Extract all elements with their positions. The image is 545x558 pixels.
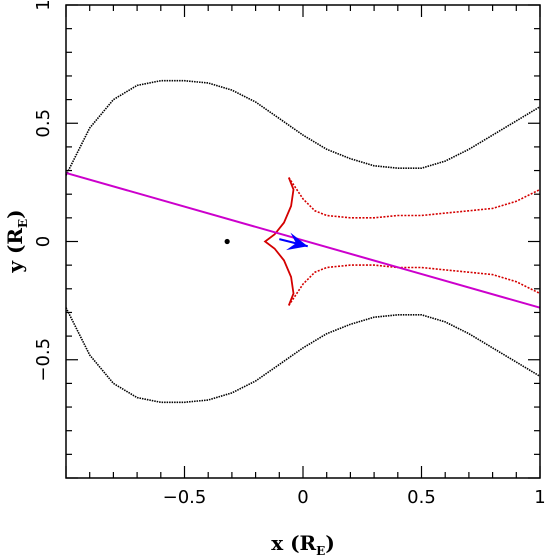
caustic-arm-upper <box>288 177 541 219</box>
source-trajectory-line <box>65 171 541 309</box>
plot-curves <box>65 79 541 404</box>
critical-curve-upper <box>65 79 541 176</box>
lens-point <box>224 238 230 245</box>
x-tick-label: 1 <box>534 487 545 508</box>
y-tick-label: 0 <box>33 236 54 247</box>
caustic-left-cusp <box>263 177 295 306</box>
direction-arrow-head <box>286 232 308 251</box>
critical-curve-lower <box>65 307 541 404</box>
plot-frame <box>65 4 541 479</box>
axis-ticks <box>65 4 541 479</box>
x-tick-label: 0 <box>297 487 308 508</box>
x-axis-title: x (RE) <box>271 531 335 558</box>
x-tick-label: −0.5 <box>163 487 207 508</box>
y-tick-label: −0.5 <box>33 338 54 382</box>
y-axis-title: y (RE) <box>3 209 30 273</box>
x-tick-label: 0.5 <box>407 487 436 508</box>
tick-labels: −0.5 0 0.5 1 −0.5 0 0.5 1 <box>33 0 545 508</box>
y-tick-label: 0.5 <box>33 109 54 138</box>
y-tick-label: 1 <box>33 0 54 11</box>
